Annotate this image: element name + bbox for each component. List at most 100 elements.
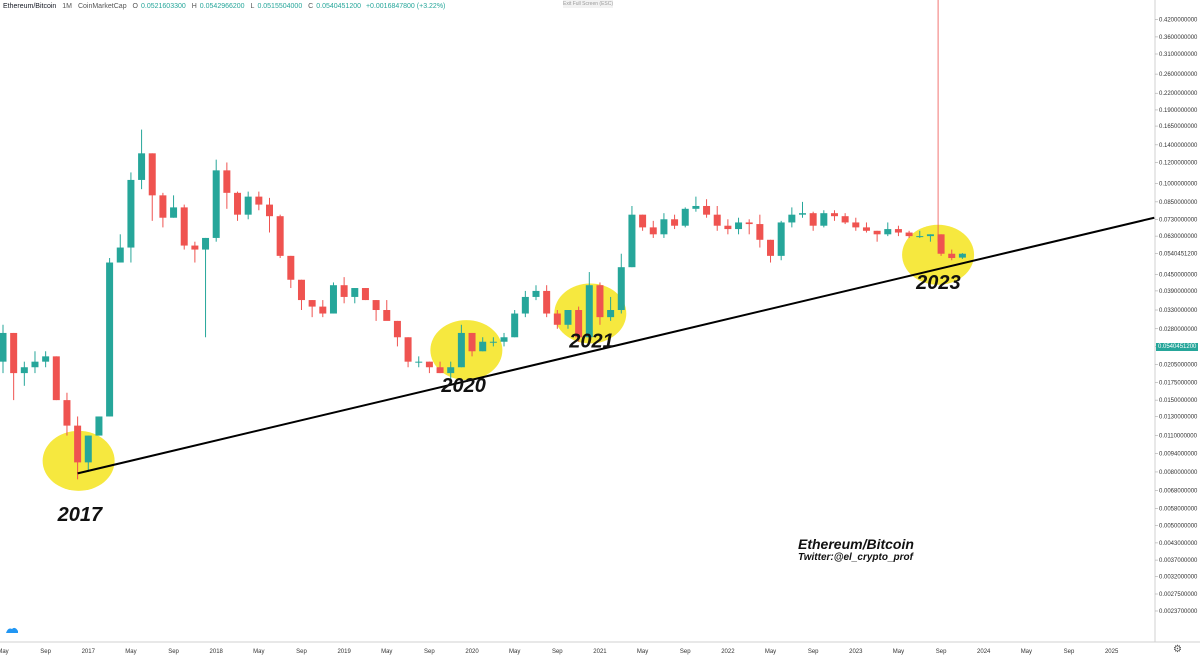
highlight-circle-2020	[430, 320, 503, 381]
candle-body	[234, 192, 242, 215]
candle-body	[308, 300, 316, 307]
y-tick-label: 0.0175000000	[1159, 381, 1198, 387]
candle-body	[329, 285, 337, 314]
candle-body	[735, 222, 743, 230]
candle-body	[447, 367, 455, 374]
x-tick-label: Sep	[808, 649, 819, 655]
y-tick-label: 0.0540451200	[1159, 252, 1198, 258]
highlight-circle-2023	[902, 224, 975, 285]
x-tick-label: 2023	[849, 649, 863, 655]
candle-body	[127, 179, 135, 248]
y-tick-label: 0.4200000000	[1159, 17, 1198, 23]
candle-body	[0, 332, 7, 362]
y-tick-label: 0.0205000000	[1159, 362, 1198, 368]
candle-body	[788, 214, 796, 223]
candle-body	[671, 219, 679, 226]
candle-body	[841, 216, 849, 223]
candle-body	[926, 234, 934, 237]
y-tick-label: 0.0043000000	[1159, 541, 1198, 547]
change-value: +0.0016847800 (+3.22%)	[365, 3, 446, 10]
x-tick-label: May	[1021, 649, 1032, 655]
candle-body	[937, 234, 945, 254]
candle-body	[852, 222, 860, 228]
x-tick-label: 2024	[977, 649, 991, 655]
candle-body	[532, 290, 540, 297]
x-tick-label: Sep	[1064, 649, 1075, 655]
candle-body	[180, 207, 188, 246]
candle-body	[596, 285, 604, 318]
x-tick-label: 2022	[721, 649, 735, 655]
symbol-label[interactable]: Ethereum/Bitcoin	[3, 3, 57, 10]
y-tick-label: 0.0730000000	[1159, 217, 1198, 223]
candle-body	[415, 361, 423, 363]
x-tick-label: Sep	[552, 649, 563, 655]
watermark: Ethereum/Bitcoin Twitter:@el_crypto_prof	[798, 536, 914, 563]
candle-body	[159, 195, 167, 218]
candle-body	[862, 227, 870, 231]
candle-body	[148, 153, 156, 196]
candle-body	[106, 262, 114, 417]
trendline	[77, 216, 1155, 475]
y-tick-label: 0.1000000000	[1159, 181, 1198, 187]
candle-body	[692, 205, 700, 209]
candle-body	[95, 416, 103, 436]
candle-body	[244, 196, 252, 215]
candle-body	[276, 216, 284, 256]
x-tick-label: Sep	[296, 649, 307, 655]
y-tick-label: 0.0068000000	[1159, 489, 1198, 495]
candle-body	[916, 236, 924, 238]
x-tick-label: 2018	[210, 649, 224, 655]
y-tick-label: 0.0850000000	[1159, 200, 1198, 206]
candle-body	[713, 214, 721, 226]
x-tick-label: Sep	[936, 649, 947, 655]
x-tick-label: May	[509, 649, 520, 655]
candle-body	[31, 361, 39, 368]
candle-body	[809, 213, 817, 226]
high-key: H	[191, 3, 197, 10]
x-tick-label: Sep	[168, 649, 179, 655]
x-tick-label: Sep	[40, 649, 51, 655]
candle-body	[116, 247, 124, 263]
source-label: CoinMarketCap	[77, 3, 127, 10]
y-tick-label: 0.0050000000	[1159, 524, 1198, 530]
year-label-2021: 2021	[568, 330, 614, 352]
candle-body	[63, 400, 71, 426]
candle-body	[745, 222, 753, 225]
candle-body	[500, 337, 508, 342]
candle-body	[958, 253, 966, 258]
candle-body	[639, 214, 647, 228]
candle-body	[894, 229, 902, 233]
candle-body	[628, 214, 636, 268]
candle-body	[361, 288, 369, 301]
candle-body	[383, 310, 391, 321]
candle-body	[820, 213, 828, 226]
interval-label[interactable]: 1M	[62, 3, 72, 10]
candle-body	[223, 170, 231, 193]
y-tick-label: 0.0023700000	[1159, 609, 1198, 615]
candle-body	[703, 205, 711, 215]
low-key: L	[250, 3, 255, 10]
candle-body	[351, 288, 359, 297]
y-tick-label: 0.3600000000	[1159, 35, 1198, 41]
x-tick-label: 2025	[1105, 649, 1119, 655]
close-value: 0.0540451200	[316, 3, 362, 10]
candle-body	[553, 313, 561, 325]
candle-body	[425, 361, 433, 368]
tradingview-logo-icon[interactable]	[5, 625, 19, 635]
gear-icon[interactable]: ⚙	[1173, 644, 1182, 655]
x-tick-label: May	[0, 649, 9, 655]
exit-fullscreen-button[interactable]: Exit Full Screen (ESC)	[563, 0, 614, 8]
year-label-2017: 2017	[57, 504, 103, 526]
y-tick-label: 0.0150000000	[1159, 398, 1198, 404]
candle-body	[681, 208, 689, 226]
candle-body	[585, 285, 593, 338]
candle-body	[799, 213, 806, 215]
y-tick-label: 0.1400000000	[1159, 143, 1198, 149]
y-tick-label: 0.0080000000	[1159, 470, 1198, 476]
open-key: O	[132, 3, 138, 10]
y-tick-label: 0.0330000000	[1159, 308, 1198, 314]
y-tick-label: 0.0630000000	[1159, 234, 1198, 240]
candle-body	[74, 425, 82, 463]
candle-body	[319, 306, 327, 314]
